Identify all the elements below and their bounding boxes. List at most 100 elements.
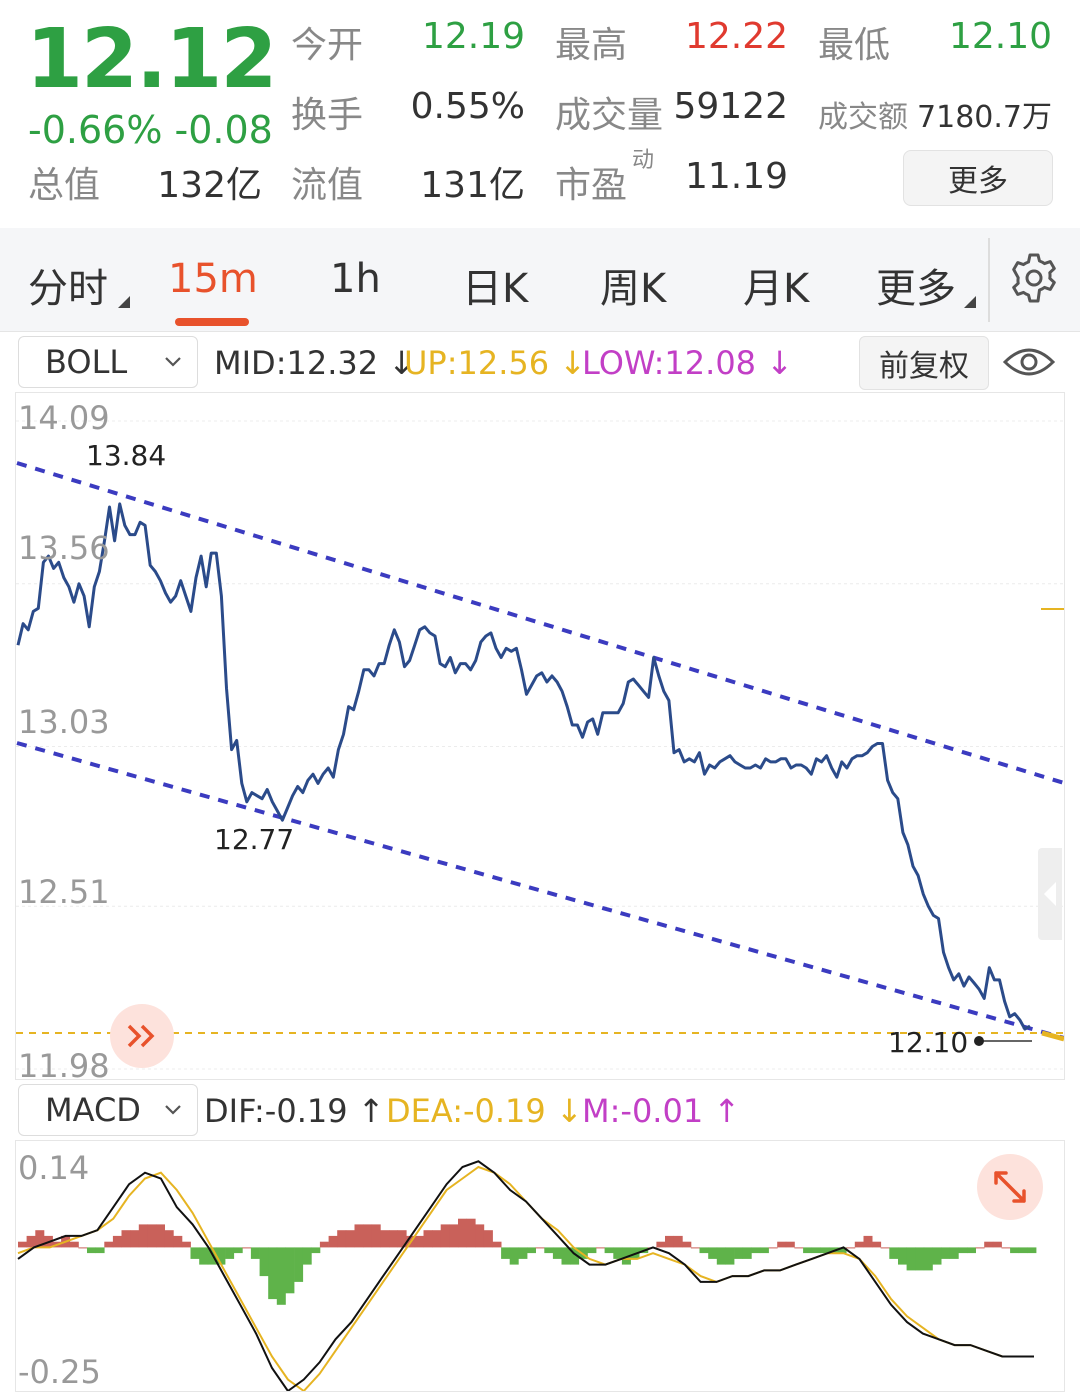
- fast-forward-button[interactable]: [110, 1004, 174, 1068]
- low-annotation: 12.77: [214, 823, 295, 856]
- macd-bar: [898, 1247, 907, 1265]
- sub-indicator-select[interactable]: MACD: [18, 1084, 198, 1136]
- price-adjust-button[interactable]: 前复权: [859, 336, 989, 390]
- macd-bar: [734, 1247, 744, 1259]
- macd-bar: [397, 1230, 407, 1248]
- tab-daily-k[interactable]: 日K: [462, 266, 529, 312]
- macd-bar: [121, 1230, 131, 1248]
- market-cap-value: 132亿: [157, 165, 262, 206]
- macd-bar: [906, 1247, 916, 1271]
- macd-bar: [414, 1235, 424, 1248]
- caret-down-icon: [118, 296, 130, 308]
- expand-chart-button[interactable]: [977, 1154, 1043, 1220]
- y-tick: 0.14: [18, 1149, 90, 1187]
- sub-indicator-value: MACD: [45, 1091, 141, 1129]
- gear-icon[interactable]: [1008, 252, 1060, 304]
- macd-bar: [768, 1247, 778, 1249]
- macd-chart-canvas: [17, 1160, 1037, 1391]
- macd-bar: [794, 1247, 804, 1249]
- macd-bar: [337, 1230, 347, 1248]
- macd-bar: [1001, 1247, 1011, 1249]
- macd-bar: [112, 1235, 122, 1248]
- price-tail-marker: [1041, 1030, 1064, 1042]
- price-series-line: [16, 502, 1031, 1031]
- low-label: 最低: [818, 25, 891, 66]
- macd-bar: [190, 1247, 200, 1259]
- price-chart[interactable]: 14.09 13.56 13.03 12.51 11.98 13.84 12.7…: [15, 392, 1065, 1085]
- macd-bar: [725, 1247, 735, 1265]
- active-tab-indicator: [175, 318, 249, 326]
- macd-bar: [354, 1224, 364, 1248]
- macd-bar: [302, 1247, 312, 1265]
- macd-bar: [949, 1247, 959, 1259]
- macd-bar: [1027, 1247, 1037, 1254]
- macd-bar: [492, 1241, 502, 1248]
- macd-bar: [294, 1247, 304, 1282]
- eye-icon[interactable]: [1003, 342, 1055, 382]
- pe-value: 11.19: [684, 156, 788, 197]
- main-indicator-select[interactable]: BOLL: [18, 336, 198, 388]
- more-quote-button[interactable]: 更多: [903, 150, 1053, 206]
- y-tick: -0.25: [18, 1353, 101, 1391]
- macd-bar: [751, 1247, 761, 1254]
- macd-bar: [276, 1247, 286, 1305]
- main-indicator-value: BOLL: [45, 343, 128, 381]
- macd-bar: [69, 1241, 79, 1248]
- macd-bar: [423, 1230, 433, 1248]
- turnover-value: 0.55%: [410, 86, 525, 127]
- macd-bar: [535, 1247, 545, 1249]
- macd-bar: [665, 1235, 674, 1248]
- amount-value: 7180.7万: [917, 100, 1052, 135]
- macd-dif: DIF:-0.19 ↑: [204, 1092, 385, 1130]
- chevron-down-icon: [165, 1105, 181, 1115]
- macd-bar: [363, 1224, 373, 1248]
- macd-bar: [932, 1247, 942, 1265]
- macd-bar: [78, 1247, 88, 1249]
- quote-header: 12.12 -0.66% -0.08 今开 12.19 最高 12.22 最低 …: [0, 0, 1080, 228]
- macd-bar: [596, 1247, 605, 1249]
- tab-intraday[interactable]: 分时: [28, 266, 108, 312]
- macd-bar: [458, 1218, 467, 1248]
- turnover-label: 换手: [291, 95, 364, 136]
- macd-bar: [889, 1247, 899, 1259]
- y-tick: 13.03: [18, 703, 110, 741]
- tab-monthly-k[interactable]: 月K: [743, 266, 810, 312]
- float-cap-label: 流值: [291, 165, 364, 206]
- macd-bar: [777, 1241, 787, 1248]
- macd-bar: [199, 1247, 209, 1265]
- high-label: 最高: [555, 25, 628, 66]
- macd-bar: [483, 1230, 493, 1248]
- open-label: 今开: [291, 25, 364, 66]
- last-price-dot: [974, 1036, 984, 1046]
- tab-15m[interactable]: 15m: [168, 256, 258, 302]
- macd-bar: [880, 1247, 890, 1249]
- tab-more[interactable]: 更多: [876, 266, 956, 312]
- macd-bar: [923, 1247, 933, 1271]
- macd-bar: [785, 1241, 795, 1248]
- macd-bar: [699, 1247, 709, 1254]
- macd-bar: [854, 1241, 864, 1248]
- macd-bar: [915, 1247, 925, 1271]
- macd-bar: [984, 1241, 994, 1248]
- tab-weekly-k[interactable]: 周K: [600, 266, 667, 312]
- market-cap-label: 总值: [28, 165, 101, 206]
- volume-value: 59122: [673, 86, 788, 127]
- macd-chart[interactable]: 0.14 -0.25: [15, 1140, 1065, 1392]
- boll-mid: MID:12.32 ↓: [214, 344, 416, 382]
- macd-bar: [389, 1230, 398, 1248]
- macd-bar: [587, 1247, 597, 1254]
- y-tick: 13.56: [18, 529, 110, 567]
- macd-bar: [440, 1224, 450, 1248]
- macd-bar: [130, 1230, 140, 1248]
- side-panel-handle[interactable]: [1038, 848, 1062, 940]
- period-tabs: 分时 15m 1h 日K 周K 月K 更多: [0, 228, 1080, 332]
- tab-1h[interactable]: 1h: [330, 256, 381, 302]
- y-tick: 11.98: [18, 1047, 110, 1085]
- trendline-lower: [16, 741, 1064, 1040]
- macd-bar: [181, 1241, 191, 1248]
- boll-indicator-row: BOLL MID:12.32 ↓ UP:12.56 ↓ LOW:12.08 ↓ …: [0, 334, 1080, 394]
- macd-bar: [811, 1247, 821, 1254]
- macd-bar: [509, 1247, 519, 1265]
- trendline-upper: [16, 461, 1064, 785]
- amount-label: 成交额: [818, 100, 908, 135]
